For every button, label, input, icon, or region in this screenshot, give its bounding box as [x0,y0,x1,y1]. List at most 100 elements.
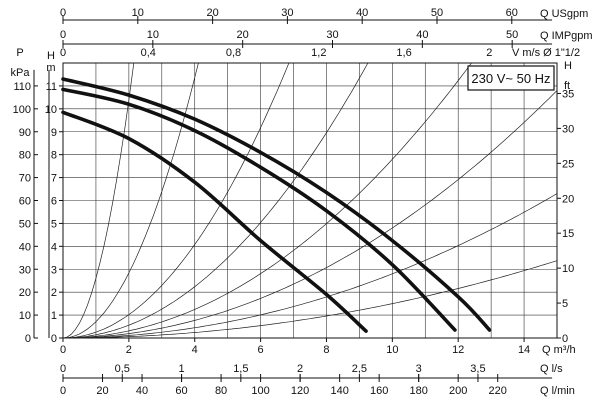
h-ft-tick-label: 15 [562,228,574,240]
pump-curve-1 [61,110,368,333]
h-m-tick-label: 4 [51,241,57,253]
q-m3h-tick-label: 0 [60,344,66,356]
q-m3h-tick-label: 6 [258,344,264,356]
p-kpa-tick-label: 110 [13,81,31,93]
q-impgpm-tick-label: 30 [326,29,338,41]
grid [62,62,558,339]
h-m-tick-label: 8 [51,150,57,162]
q-lmin-axis-label: Q l/min [540,385,575,397]
h-ft-tick-label: 35 [562,88,574,100]
q-ls-tick-label: 1 [178,363,184,375]
p-kpa-tick-label: 60 [19,196,31,208]
q-lmin-tick-label: 40 [136,385,148,397]
h-ft-tick-label: 0 [562,333,568,345]
q-lmin-tick-label: 140 [330,385,348,397]
q-lmin-tick-label: 100 [251,385,269,397]
system-curves [62,62,558,339]
q-usgpm-tick-label: 60 [506,7,518,19]
system-curve [62,62,369,339]
q-lmin-tick-label: 0 [60,385,66,397]
system-curve [63,90,558,339]
velocity-tick-label: 0 [60,47,66,59]
q-ls-axis-label: Q l/s [540,363,563,375]
q-lmin-tick-label: 20 [96,385,108,397]
h-m-tick-label: 5 [51,218,57,230]
q-impgpm-tick-label: 20 [237,29,249,41]
q-m3h-tick-label: 14 [518,344,530,356]
velocity-axis-label: V m/s Ø 1"1/2 [512,47,580,59]
system-curve [62,62,135,339]
p-kpa-tick-label: 20 [19,287,31,299]
pump-curves [61,77,492,333]
q-m3h-tick-label: 4 [192,344,198,356]
h-m-tick-label: 3 [51,264,57,276]
q-usgpm-tick-label: 40 [356,7,368,19]
q-m3h-axis-label: Q m³/h [542,344,576,356]
h-ft-axis-label: H [564,60,572,72]
system-curve [63,193,558,339]
q-ls-tick-label: 1,5 [233,363,248,375]
h-m-tick-label: 7 [51,173,57,185]
velocity-tick-label: 2 [486,47,492,59]
h-m-tick-label: 2 [51,287,57,299]
velocity-tick-label: 0,4 [141,47,156,59]
q-m3h-tick-label: 10 [386,344,398,356]
h-ft-tick-label: 20 [562,193,574,205]
q-impgpm-axis-label: Q IMPgpm [540,30,593,42]
h-m-tick-label: 6 [51,196,57,208]
system-curve [62,62,199,339]
axes: 01234567891011Hm010203040506070809010011… [11,7,593,397]
q-impgpm-tick-label: 50 [506,29,518,41]
velocity-tick-label: 1,2 [311,47,326,59]
h-m-tick-label: 9 [51,127,57,139]
voltage-note-text: 230 V~ 50 Hz [471,71,550,86]
h-m-tick-label: 1 [51,310,57,322]
p-kpa-tick-label: 80 [19,150,31,162]
q-impgpm-tick-label: 10 [147,29,159,41]
q-lmin-tick-label: 80 [215,385,227,397]
h-ft-tick-label: 5 [562,298,568,310]
q-lmin-tick-label: 200 [449,385,467,397]
p-kpa-tick-label: 30 [19,264,31,276]
p-kpa-axis-unit: kPa [11,67,31,79]
p-kpa-tick-label: 0 [25,333,31,345]
h-m-tick-label: 0 [51,333,57,345]
q-usgpm-tick-label: 0 [60,7,66,19]
q-ls-tick-label: 2,5 [352,363,367,375]
q-impgpm-tick-label: 0 [60,29,66,41]
velocity-tick-label: 0,8 [226,47,241,59]
pump-curve-3 [61,77,492,332]
voltage-note-box [467,65,555,91]
q-usgpm-tick-label: 50 [431,7,443,19]
p-kpa-tick-label: 40 [19,241,31,253]
q-ls-tick-label: 0 [60,363,66,375]
q-usgpm-tick-label: 10 [132,7,144,19]
p-kpa-tick-label: 70 [19,173,31,185]
p-kpa-tick-label: 50 [19,218,31,230]
h-m-axis-unit: m [46,62,55,74]
q-lmin-tick-label: 160 [370,385,388,397]
system-curve [63,260,558,339]
p-kpa-tick-label: 100 [13,104,31,116]
q-lmin-tick-label: 120 [291,385,309,397]
h-m-tick-label: 11 [46,81,57,93]
q-lmin-tick-label: 180 [409,385,427,397]
q-m3h-tick-label: 8 [323,344,329,356]
h-ft-tick-label: 30 [562,123,574,135]
q-ls-tick-label: 3 [416,363,422,375]
p-kpa-tick-label: 90 [19,127,31,139]
q-usgpm-tick-label: 20 [206,7,218,19]
q-ls-tick-label: 3,5 [470,363,485,375]
q-impgpm-tick-label: 40 [416,29,428,41]
q-usgpm-axis-label: Q USgpm [540,8,588,20]
h-m-tick-label: 10 [45,104,57,116]
q-usgpm-tick-label: 30 [281,7,293,19]
velocity-tick-label: 1,6 [396,47,411,59]
h-ft-tick-label: 10 [562,263,574,275]
pump-curve-2 [61,87,457,332]
voltage-note: 230 V~ 50 Hz [467,65,555,91]
p-kpa-axis-label: P [16,47,23,59]
h-ft-axis-unit: ft [564,80,570,92]
h-m-axis-label: H [47,50,55,62]
